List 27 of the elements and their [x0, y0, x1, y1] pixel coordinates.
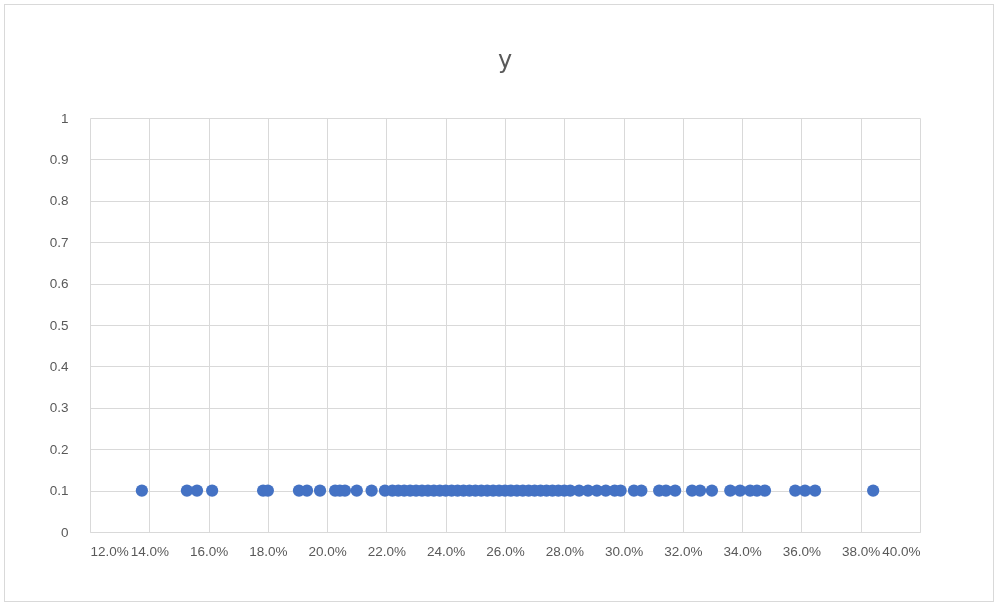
x-tick-label: 28.0%: [545, 543, 584, 559]
y-tick-label: 0.2: [49, 441, 69, 457]
y-tick-label: 0.4: [49, 358, 69, 374]
x-tick-label: 24.0%: [427, 543, 466, 559]
x-tick-label: 38.0%: [842, 543, 881, 559]
y-tick-label: 0.1: [49, 483, 69, 499]
y-tick-label: 0.5: [49, 317, 69, 333]
x-tick-label: 12.0%: [90, 543, 129, 559]
x-tick-label: 14.0%: [130, 543, 169, 559]
x-tick-label: 20.0%: [308, 543, 347, 559]
y-tick-label: 0.7: [49, 234, 69, 250]
x-tick-label: 26.0%: [486, 543, 525, 559]
y-tick-label: 0: [60, 524, 69, 540]
x-tick-label: 36.0%: [782, 543, 822, 559]
x-tick-label: 16.0%: [189, 543, 229, 559]
y-tick-label: 0.8: [49, 193, 69, 209]
y-tick-label: 0.3: [49, 400, 69, 416]
y-tick-label: 0.6: [49, 276, 69, 292]
x-tick-label: 22.0%: [367, 543, 407, 559]
y-tick-label: 1: [60, 110, 69, 126]
x-tick-label: 34.0%: [723, 543, 762, 559]
x-tick-label: 40.0%: [882, 543, 921, 559]
x-tick-label: 18.0%: [249, 543, 288, 559]
x-tick-label: 30.0%: [604, 543, 644, 559]
x-tick-label: 32.0%: [664, 543, 703, 559]
y-tick-label: 0.9: [49, 151, 69, 167]
chart-title: y: [497, 46, 513, 74]
